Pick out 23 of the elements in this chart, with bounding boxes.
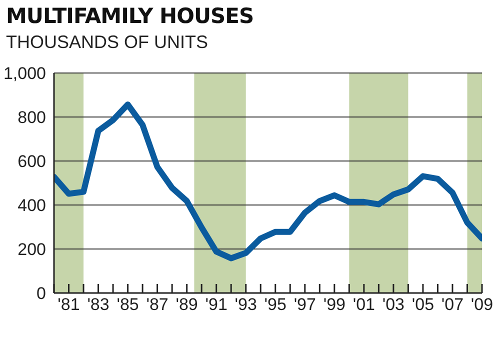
x-tick-label: '09: [470, 295, 494, 314]
x-tick-label: '87: [146, 295, 168, 314]
x-tick-label: '05: [412, 295, 434, 314]
x-tick-label: '95: [264, 295, 286, 314]
y-tick-label: 0: [36, 284, 46, 304]
x-tick-label: '85: [116, 295, 139, 314]
x-tick-label: '83: [87, 295, 110, 314]
x-tick-label: '07: [441, 295, 464, 314]
chart-title: MULTIFAMILY HOUSES: [6, 4, 254, 28]
x-tick-label: '91: [205, 295, 228, 314]
x-tick-label: '03: [382, 295, 405, 314]
x-tick-label: '89: [176, 295, 198, 314]
y-tick-label: 800: [18, 108, 46, 128]
y-tick-label: 400: [18, 196, 46, 216]
x-tick-label: '93: [234, 295, 257, 314]
y-tick-label: 200: [18, 240, 46, 260]
x-tick-label: '01: [352, 295, 376, 314]
y-tick-label: 1,000: [3, 64, 46, 84]
x-tick-label: '97: [294, 295, 316, 314]
x-tick-label: '81: [58, 295, 80, 314]
x-tick-label: '99: [323, 295, 346, 314]
y-tick-label: 600: [18, 152, 46, 172]
chart-subtitle: THOUSANDS OF UNITS: [6, 32, 208, 53]
